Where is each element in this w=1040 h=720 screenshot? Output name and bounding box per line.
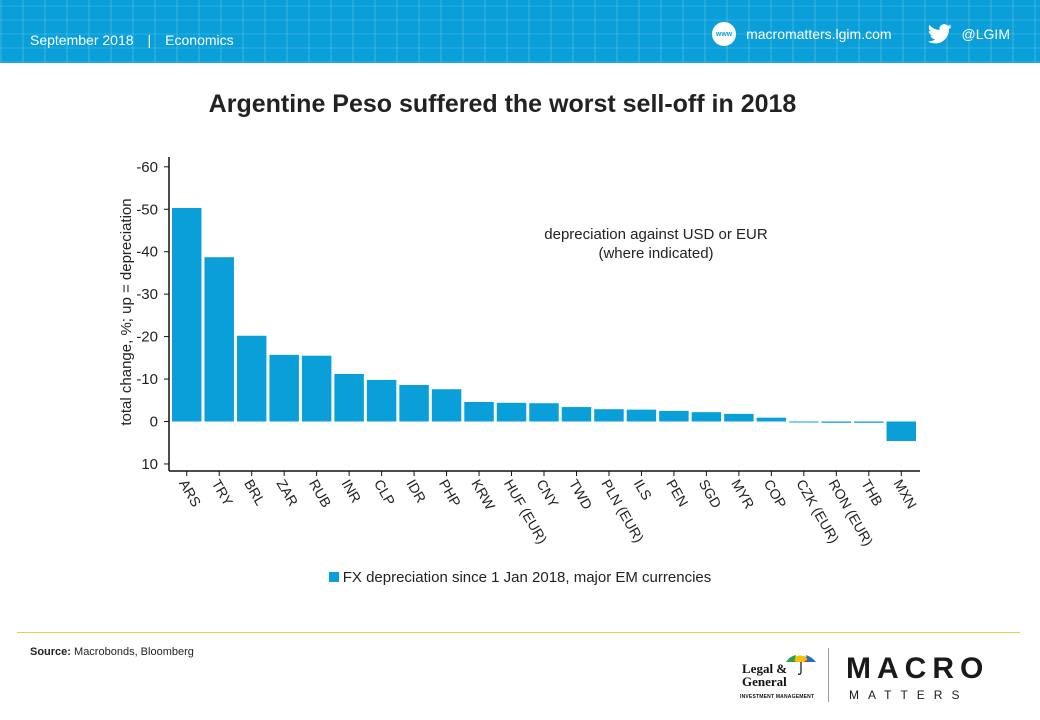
bar-myr — [724, 413, 754, 422]
header-date: September 2018 — [30, 32, 134, 48]
bar-cny — [529, 403, 559, 422]
lg-name-line-2: General — [742, 674, 787, 689]
y-tick-label: -60 — [136, 159, 158, 176]
lg-name-line-1: Legal & — [742, 661, 788, 676]
x-tick-label: TRY — [209, 477, 237, 510]
source-text: Macrobonds, Bloomberg — [74, 646, 194, 658]
bar-sgd — [691, 412, 722, 422]
bar-twd — [561, 407, 592, 422]
y-tick-label: -20 — [136, 329, 158, 346]
x-tick-label: ZAR — [274, 477, 302, 509]
header-section: Economics — [165, 32, 234, 48]
bar-krw — [464, 401, 494, 422]
bar-huf-eur — [496, 402, 527, 422]
x-tick-label: PEN — [663, 477, 691, 510]
x-tick-label: COP — [761, 477, 790, 511]
x-tick-label: INR — [339, 477, 365, 506]
lg-wordmark: Legal & General — [742, 662, 787, 688]
bar-try — [204, 257, 234, 422]
x-tick-label: IDR — [403, 477, 429, 506]
twitter-handle[interactable]: @LGIM — [961, 26, 1010, 42]
y-tick-label: 0 — [150, 414, 158, 431]
bar-inr — [334, 373, 364, 422]
x-tick-label: PHP — [436, 477, 464, 510]
header-separator: | — [147, 32, 152, 48]
macro-wordmark: MACRO — [846, 652, 990, 685]
x-tick-label: BRL — [241, 477, 269, 509]
bar-rub — [301, 355, 332, 422]
x-tick-label: TWD — [566, 477, 596, 513]
bar-ars — [172, 207, 202, 422]
x-tick-label: ILS — [631, 477, 655, 503]
bar-czk-eur — [789, 421, 819, 423]
source-label: Source: — [30, 646, 71, 658]
legend-swatch — [328, 572, 339, 582]
legend-label: FX depreciation since 1 Jan 2018, major … — [342, 569, 712, 586]
chart-title: Argentine Peso suffered the worst sell-o… — [208, 90, 797, 118]
bar-php — [431, 389, 462, 422]
bar-brl — [236, 335, 267, 422]
bar-thb — [854, 421, 884, 423]
y-axis-title: total change, %; up = depreciation — [118, 198, 135, 425]
matters-wordmark: MATTERS — [849, 688, 969, 702]
source-note: Source: Macrobonds, Bloomberg — [30, 646, 194, 658]
y-tick-label: -50 — [136, 201, 158, 218]
bar-chart: -60 -50 -40 -30 -20 -10 0 10 total change, %; up… — [118, 157, 920, 548]
bar-idr — [399, 384, 429, 422]
bar-pln-eur — [594, 409, 624, 422]
globe-icon[interactable]: www — [712, 22, 737, 46]
lg-subtitle: INVESTMENT MANAGEMENT — [740, 694, 815, 700]
x-tick-label: ARS — [176, 477, 204, 510]
x-tick-label: CNY — [533, 477, 562, 511]
footer-divider — [17, 632, 1020, 633]
x-tick-label: KRW — [468, 477, 498, 514]
logo-separator — [828, 648, 829, 702]
x-tick-label: CLP — [371, 477, 398, 509]
x-tick-label: MYR — [728, 477, 757, 512]
x-tick-label: RUB — [306, 477, 335, 511]
y-tick-label: -30 — [136, 286, 158, 303]
y-tick-label: -40 — [136, 244, 158, 261]
header-left: September 2018 | Economics — [30, 32, 234, 48]
chart-annotation: (where indicated) — [598, 245, 713, 262]
bar-cop — [756, 417, 787, 422]
umbrella-logo-icon — [786, 655, 816, 675]
header-band — [0, 0, 1040, 63]
bar-ron-eur — [821, 421, 852, 423]
twitter-icon[interactable] — [927, 23, 952, 45]
legend: FX depreciation since 1 Jan 2018, major … — [0, 569, 1040, 586]
header-right: www macromatters.lgim.com @LGIM — [712, 22, 1010, 46]
bar-pen — [659, 410, 689, 422]
x-tick-label: MXN — [891, 477, 920, 512]
x-tick-label: THB — [858, 477, 886, 509]
x-tick-label: SGD — [696, 477, 725, 511]
y-tick-label: 10 — [141, 456, 158, 473]
y-tick-label: -10 — [136, 371, 158, 388]
website-link[interactable]: macromatters.lgim.com — [746, 26, 892, 42]
bar-ils — [626, 409, 657, 422]
bar-clp — [366, 379, 397, 422]
bar-mxn — [886, 421, 916, 442]
bar-zar — [269, 354, 299, 422]
chart-annotation: depreciation against USD or EUR — [544, 226, 768, 243]
